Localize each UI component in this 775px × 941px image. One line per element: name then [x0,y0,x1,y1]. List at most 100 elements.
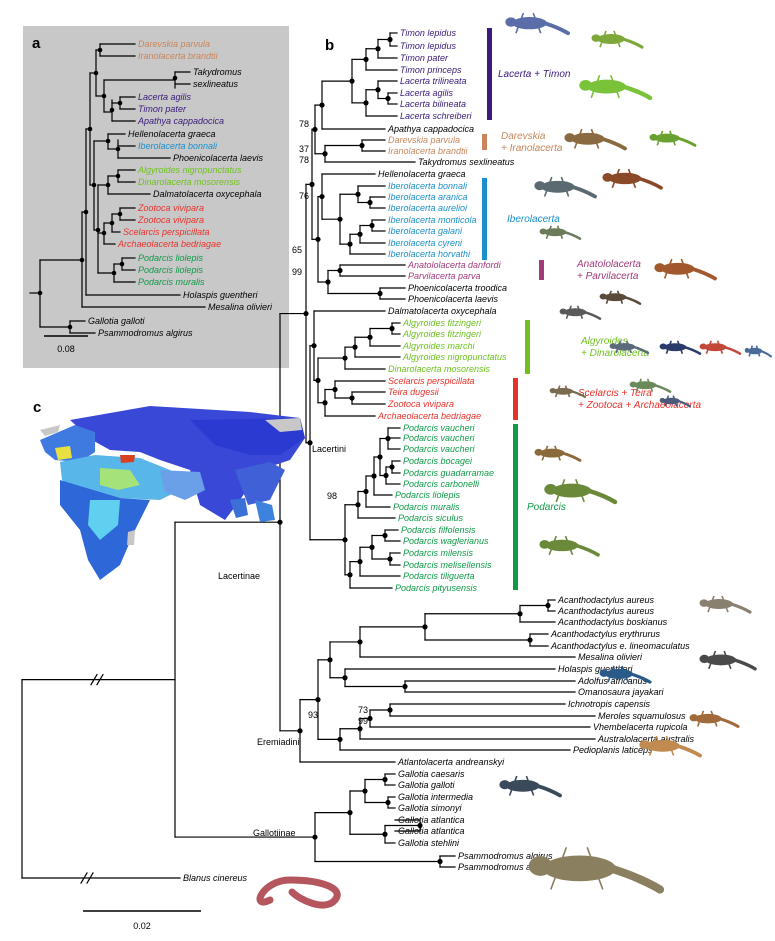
tree-b-tip: Phoenicolacerta laevis [408,294,499,304]
tree-b-tip: Iberolacerta aurelioi [388,203,468,213]
lizard-image [649,130,697,147]
lizard-image [599,665,652,684]
clade-label: Podarcis [527,502,566,513]
tree-b-tip: Podarcis bocagei [403,456,473,466]
panel-a-label: a [32,35,41,52]
tree-b-tip: Timon pater [400,53,449,63]
tree-b-tip: Psammodromus algirus [458,862,553,872]
tree-b-tip: Algyroides marchi [402,341,476,351]
tree-b-tip: Gallotia simonyi [398,803,463,813]
clade-bar [525,320,530,374]
tree-b-tip: Archaeolacerta bedriagae [377,411,481,421]
tree-b-tip: Lacerta agilis [400,88,454,98]
tree-a-tip: Gallotia galloti [88,316,146,326]
tree-b-tip: Podarcis vaucheri [403,444,476,454]
tree-b-tip: Gallotia atlantica [398,826,465,836]
panel-a-background [23,26,289,368]
panel-c-label: c [33,399,41,416]
tree-b-tip: Algyroides nigropunctatus [402,352,507,362]
lizard-image [559,305,602,320]
tree-a-tip: Takydromus [193,67,242,77]
tree-a-tip: Psammodromus algirus [98,328,193,338]
node-label: Gallotiinae [253,828,296,838]
panel-b-label: b [325,37,334,54]
tree-b-tip: Pedioplanis laticeps [573,745,653,755]
tree-b-tip: Podarcis tiliguerta [403,571,475,581]
tree-b-tip: Podarcis vaucheri [403,423,476,433]
clade-bar [482,134,487,150]
node-label: Lacertinae [218,571,260,581]
tree-b-tip: Iberolacerta aranica [388,192,468,202]
tree-b-tip: Timon princeps [400,65,462,75]
lizard-image [505,12,570,36]
tree-b-tip: Gallotia stehlini [398,838,460,848]
tree-a-tip: sexlineatus [193,79,239,89]
tree-b-tip: Podarcis liolepis [395,490,461,500]
tree-b-tip: Gallotia caesaris [398,769,465,779]
lizard-image [699,595,752,614]
tree-b-tip: Blanus cinereus [183,873,248,883]
tree-b-tip: Timon lepidus [400,28,456,38]
tree-b-tip: Psammodromus algirus [458,851,553,861]
lizard-image [591,30,644,49]
support-value: 65 [292,245,302,255]
tree-b-tip: Iberolacerta cyreni [388,238,463,248]
scale-bar-b: 0.02 [83,910,201,931]
support-value: 99 [358,716,368,726]
tree-b-tip: Podarcis waglerianus [403,536,489,546]
tree-a-tip: Scelarcis perspicillata [123,227,210,237]
tree-b-tip: Lacerta schreiberi [400,111,473,121]
lizard-image [534,445,582,462]
scale-bar-b-label: 0.02 [133,921,151,931]
tree-b-tip: Iberolacerta horvathi [388,249,471,259]
tree-b-tip: Algyroides fitzingeri [402,318,482,328]
lizard-image [539,225,582,240]
lizard-image [534,176,597,199]
lizard-image [699,650,757,671]
tree-b-tip: Australolacerta australis [597,734,695,744]
clade-bars: Lacerta + Timon Darevskia+ Iranolacerta Ib… [482,28,701,590]
tree-a-tip: Dalmatolacerta oxycephala [153,189,262,199]
distribution-map [40,406,305,580]
tree-b-tip: Darevskia parvula [388,135,460,145]
clade-label: Iberolacerta [507,214,560,225]
tree-b-tip: Takydromus sexlineatus [418,157,515,167]
tree-a-tip: Zootoca vivipara [137,203,204,213]
tree-b-tip: Teira dugesii [388,387,440,397]
support-value: 78 [299,155,309,165]
tree-b-tip: Mesalina olivieri [578,652,643,662]
tree-a-tip: Podarcis liolepis [138,253,204,263]
clade-bar [513,378,518,420]
clade-bar [482,178,487,260]
tree-b-tip: Apathya cappadocica [387,124,474,134]
tree-b-tip: Meroles squamulosus [598,711,686,721]
lizard-image [659,340,702,355]
clade-label: + Iranolacerta [501,143,563,154]
tree-b-tip: Vhembelacerta rupicola [593,722,688,732]
tree-a-tip: Iberolacerta bonnali [138,141,218,151]
tree-b-tip: Dalmatolacerta oxycephala [388,306,497,316]
tree-b-tip: Podarcis pityusensis [395,583,478,593]
clade-label: Lacerta + Timon [498,69,571,80]
tree-b-tip: Zootoca vivipara [387,399,454,409]
lizard-image [744,345,773,358]
tree-b-tip: Iberolacerta galani [388,226,463,236]
tree-a-tip: Zootoca vivipara [137,215,204,225]
tree-a-tip: Phoenicolacerta laevis [173,153,264,163]
tree-b-tip: Phoenicolacerta troodica [408,283,507,293]
tree-a-tip: Dinarolacerta mosorensis [138,177,241,187]
tree-b-tip: Podarcis filfolensis [401,525,476,535]
support-value: 98 [327,491,337,501]
tree-b-tip: Timon lepidus [400,41,456,51]
clade-bar [513,424,518,590]
blanus-illustration [256,876,341,909]
lizard-image [659,395,692,408]
support-value: 73 [358,705,368,715]
clade-label: Anatololacerta [576,259,641,270]
tree-b-tip: Dinarolacerta mosorensis [388,364,491,374]
clade-label: Algyroides [580,336,628,347]
tree-a-tip: Apathya cappadocica [137,116,224,126]
support-value: 76 [299,191,309,201]
lizard-image [699,340,742,355]
tree-a-tip: Lacerta agilis [138,92,192,102]
